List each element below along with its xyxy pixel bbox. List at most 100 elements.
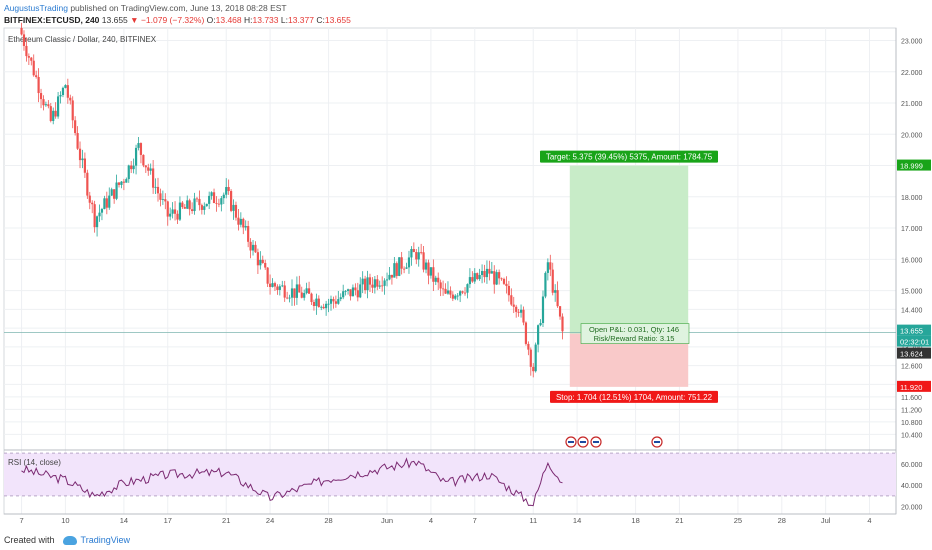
candle-body [261, 259, 264, 263]
tradingview-link[interactable]: TradingView [80, 535, 131, 545]
rsi-band [4, 453, 896, 496]
candle-body [61, 87, 65, 96]
candle-body [549, 262, 552, 270]
price-tick-label: 11.600 [901, 395, 922, 402]
candle-body [376, 279, 379, 287]
candle-body [381, 285, 384, 287]
us-flag-icon [654, 441, 660, 443]
candle-body [349, 289, 352, 297]
candle-body [286, 297, 289, 299]
candle-body [498, 272, 501, 279]
candle-body [461, 291, 464, 293]
candle-body [278, 286, 281, 290]
candle-body [273, 283, 277, 287]
candle-body [295, 284, 298, 298]
target-price-flag-bg [897, 159, 931, 171]
candle-body [364, 278, 367, 291]
candle-body [339, 297, 342, 300]
close-value: 13.655 [324, 15, 351, 25]
price-tick-label: 21.000 [901, 101, 923, 108]
candle-body [534, 344, 537, 372]
candle-body [203, 206, 206, 210]
candle-body [144, 165, 147, 168]
close-label: C: [316, 15, 325, 25]
candle-body [329, 298, 333, 304]
candle-body [56, 96, 60, 117]
candle-body [125, 179, 128, 183]
countdown-flag: 02:32:01 [900, 338, 929, 347]
candle-body [208, 195, 211, 204]
candle-body [471, 277, 474, 282]
candle-body [39, 93, 43, 100]
candle-body [100, 209, 104, 213]
candle-body [529, 349, 532, 367]
rsi-tick-label: 60.000 [901, 462, 923, 469]
candle-body [164, 199, 167, 202]
candle-body [344, 290, 347, 292]
price-tick-label: 15.000 [901, 289, 923, 296]
candle-body [161, 199, 164, 200]
publish-line: AugustusTrading published on TradingView… [4, 2, 928, 14]
candle-body [325, 303, 328, 309]
candle-body [371, 284, 374, 288]
stop-price-flag-bg [897, 380, 931, 392]
candle-body [502, 278, 506, 284]
time-tick-label: 7 [473, 516, 477, 525]
candle-body [98, 212, 101, 217]
candle-body [122, 181, 125, 183]
price-tick-label: 14.400 [901, 307, 923, 314]
candle-body [334, 301, 337, 304]
candle-body [108, 195, 111, 208]
candle-body [378, 285, 381, 287]
author-link[interactable]: AugustusTrading [4, 3, 68, 13]
candle-body [317, 298, 320, 308]
candle-body [256, 252, 260, 266]
candle-body [361, 278, 364, 285]
candle-body [264, 262, 267, 268]
candle-body [510, 295, 513, 305]
last-price-flag-bg [897, 324, 931, 336]
candle-body [383, 280, 386, 286]
time-tick-label: Jun [381, 516, 393, 525]
symbol-label[interactable]: BITFINEX:ETCUSD, 240 [4, 15, 100, 25]
candle-body [451, 294, 454, 299]
high-label: H: [244, 15, 253, 25]
last-price: 13.655 [101, 15, 128, 25]
candle-body [134, 147, 138, 166]
candle-body [251, 244, 255, 251]
candle-body [298, 284, 301, 293]
us-flag-icon [593, 441, 599, 443]
price-tick-label: 16.000 [901, 257, 923, 264]
price-tick-label: 18.000 [901, 195, 923, 202]
us-flag-icon [580, 441, 586, 443]
candle-body [483, 271, 486, 278]
candle-body [186, 200, 189, 209]
candle-body [332, 298, 335, 302]
time-tick-label: 24 [266, 516, 274, 525]
candle-body [110, 189, 113, 196]
candle-body [159, 193, 162, 200]
candle-body [410, 248, 413, 258]
candle-body [249, 241, 252, 251]
candle-body [32, 60, 35, 76]
candle-body [127, 165, 130, 180]
candle-body [434, 277, 437, 282]
candle-body [210, 192, 213, 196]
candle-body [351, 287, 355, 297]
price-tick-label: 11.200 [901, 407, 922, 414]
candle-body [35, 75, 38, 77]
candle-body [537, 325, 540, 345]
price-change: −1.079 (−7.32%) [140, 15, 205, 25]
candle-body [556, 290, 559, 307]
candle-body [310, 293, 313, 302]
candle-body [152, 168, 155, 188]
countdown-flag-bg [897, 335, 931, 347]
candle-body [42, 99, 45, 106]
candle-body [166, 201, 169, 217]
candle-body [169, 213, 172, 217]
candle-body [247, 226, 250, 242]
candle-body [88, 195, 91, 203]
candle-body [229, 191, 233, 211]
candle-body [115, 182, 118, 199]
